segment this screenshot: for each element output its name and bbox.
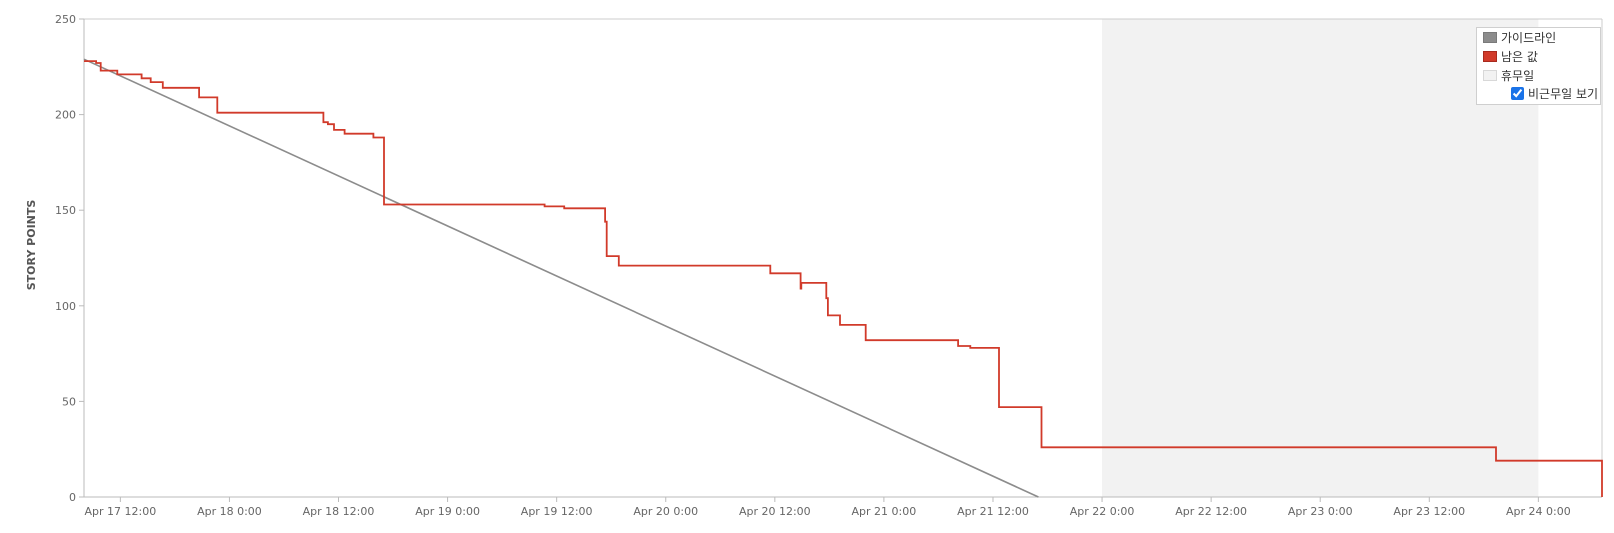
remaining-series-line bbox=[84, 60, 1603, 497]
x-tick-label: Apr 22 12:00 bbox=[1175, 505, 1247, 518]
y-tick-label: 250 bbox=[55, 13, 76, 26]
x-tick-label: Apr 23 12:00 bbox=[1393, 505, 1465, 518]
legend-item-remaining[interactable]: 남은 값 bbox=[1483, 49, 1538, 67]
holiday-band bbox=[1102, 19, 1539, 497]
x-tick-label: Apr 20 12:00 bbox=[739, 505, 811, 518]
x-tick-label: Apr 18 12:00 bbox=[303, 505, 375, 518]
x-tick-label: Apr 23 0:00 bbox=[1288, 505, 1353, 518]
x-tick-label: Apr 21 0:00 bbox=[852, 505, 917, 518]
x-tick-label: Apr 17 12:00 bbox=[84, 505, 156, 518]
y-tick-label: 100 bbox=[55, 300, 76, 313]
guideline-series-line bbox=[83, 58, 1039, 498]
legend-swatch-remaining bbox=[1483, 51, 1497, 62]
legend-item-holiday[interactable]: 휴무일 bbox=[1483, 68, 1534, 86]
x-tick-label: Apr 20 0:00 bbox=[633, 505, 698, 518]
x-tick-label: Apr 19 0:00 bbox=[415, 505, 480, 518]
legend-label-guideline: 가이드라인 bbox=[1501, 31, 1557, 45]
legend-item-guideline[interactable]: 가이드라인 bbox=[1483, 30, 1556, 48]
legend-swatch-guideline bbox=[1483, 32, 1497, 43]
x-tick-label: Apr 19 12:00 bbox=[521, 505, 593, 518]
x-tick-label: Apr 18 0:00 bbox=[197, 505, 262, 518]
show-nonworking-days-label: 비근무일 보기 bbox=[1528, 87, 1599, 101]
legend-swatch-holiday bbox=[1483, 70, 1497, 81]
show-nonworking-days-toggle[interactable]: 비근무일 보기 bbox=[1511, 86, 1598, 104]
legend-label-remaining: 남은 값 bbox=[1501, 50, 1538, 64]
legend: 가이드라인 남은 값 휴무일 비근무일 보기 bbox=[1476, 27, 1601, 105]
y-tick-label: 0 bbox=[69, 491, 76, 504]
y-axis-label: STORY POINTS bbox=[25, 200, 38, 291]
legend-label-holiday: 휴무일 bbox=[1501, 69, 1535, 83]
show-nonworking-days-checkbox[interactable] bbox=[1511, 87, 1524, 100]
y-tick-label: 200 bbox=[55, 109, 76, 122]
x-tick-label: Apr 22 0:00 bbox=[1070, 505, 1135, 518]
y-tick-label: 50 bbox=[62, 395, 76, 408]
x-tick-label: Apr 24 0:00 bbox=[1506, 505, 1571, 518]
x-tick-label: Apr 21 12:00 bbox=[957, 505, 1029, 518]
y-tick-label: 150 bbox=[55, 204, 76, 217]
